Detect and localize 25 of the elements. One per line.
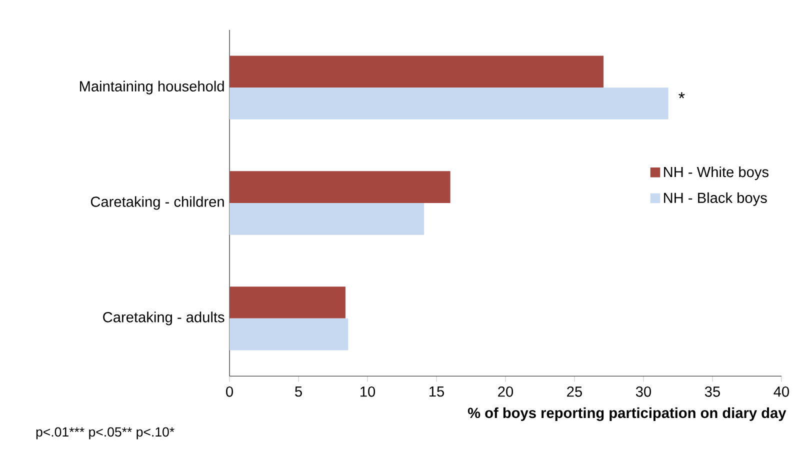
y-tick-label: Caretaking - children [90, 196, 224, 210]
bar [230, 171, 450, 204]
annotation: * [678, 92, 685, 98]
legend-label: NH - White boys [664, 166, 768, 180]
x-tick-label: 35 [704, 386, 720, 397]
x-axis-title: % of boys reporting participation on diary day [468, 407, 786, 422]
x-tick-label: 10 [360, 386, 376, 397]
bar [230, 88, 668, 120]
x-tick-label: 5 [295, 386, 302, 397]
bar [230, 318, 348, 350]
x-tick-label: 0 [226, 386, 234, 397]
legend-label: NH - Black boys [664, 192, 767, 206]
x-tick-label: 20 [498, 386, 514, 397]
bar [230, 286, 346, 319]
bar [230, 203, 424, 235]
text: p<.05** [89, 427, 132, 440]
x-tick-label: 15 [429, 386, 444, 397]
y-tick-label: Maintaining household [80, 80, 224, 94]
text: p<.01*** [36, 427, 84, 440]
bar [230, 56, 604, 88]
text: p<.10* [136, 427, 174, 440]
x-tick-label: 40 [774, 386, 789, 397]
y-tick-label: Caretaking - adults [103, 312, 224, 326]
x-tick-label: 25 [567, 386, 582, 397]
x-tick-label: 30 [636, 386, 652, 397]
